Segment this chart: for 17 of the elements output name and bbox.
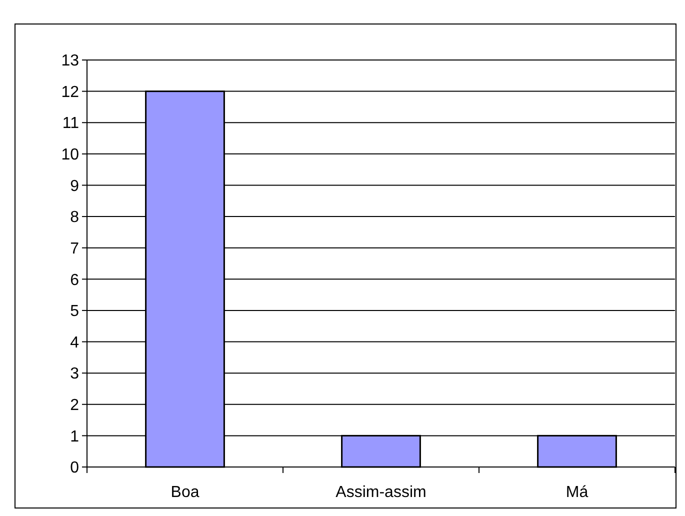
y-tick-label: 10 bbox=[61, 146, 80, 164]
y-tick-label: 12 bbox=[61, 84, 80, 101]
y-tick-label: 2 bbox=[70, 396, 80, 414]
y-tick-label: 9 bbox=[70, 178, 80, 195]
y-tick-label: 0 bbox=[70, 460, 80, 477]
y-tick-label: 8 bbox=[70, 209, 80, 226]
x-tick-label: Assim-assim bbox=[336, 484, 426, 501]
y-tick-label: 7 bbox=[70, 240, 80, 258]
y-tick-label: 5 bbox=[70, 303, 80, 320]
x-tick-label: Boa bbox=[170, 484, 200, 501]
y-tick-label: 1 bbox=[70, 428, 80, 446]
y-tick-label: 3 bbox=[70, 366, 80, 383]
y-tick-label: 6 bbox=[70, 272, 80, 289]
y-tick-label: 13 bbox=[61, 52, 80, 70]
y-tick-label: 11 bbox=[62, 115, 80, 132]
x-tick-label: Má bbox=[566, 484, 588, 501]
y-tick-label: 4 bbox=[70, 334, 80, 352]
